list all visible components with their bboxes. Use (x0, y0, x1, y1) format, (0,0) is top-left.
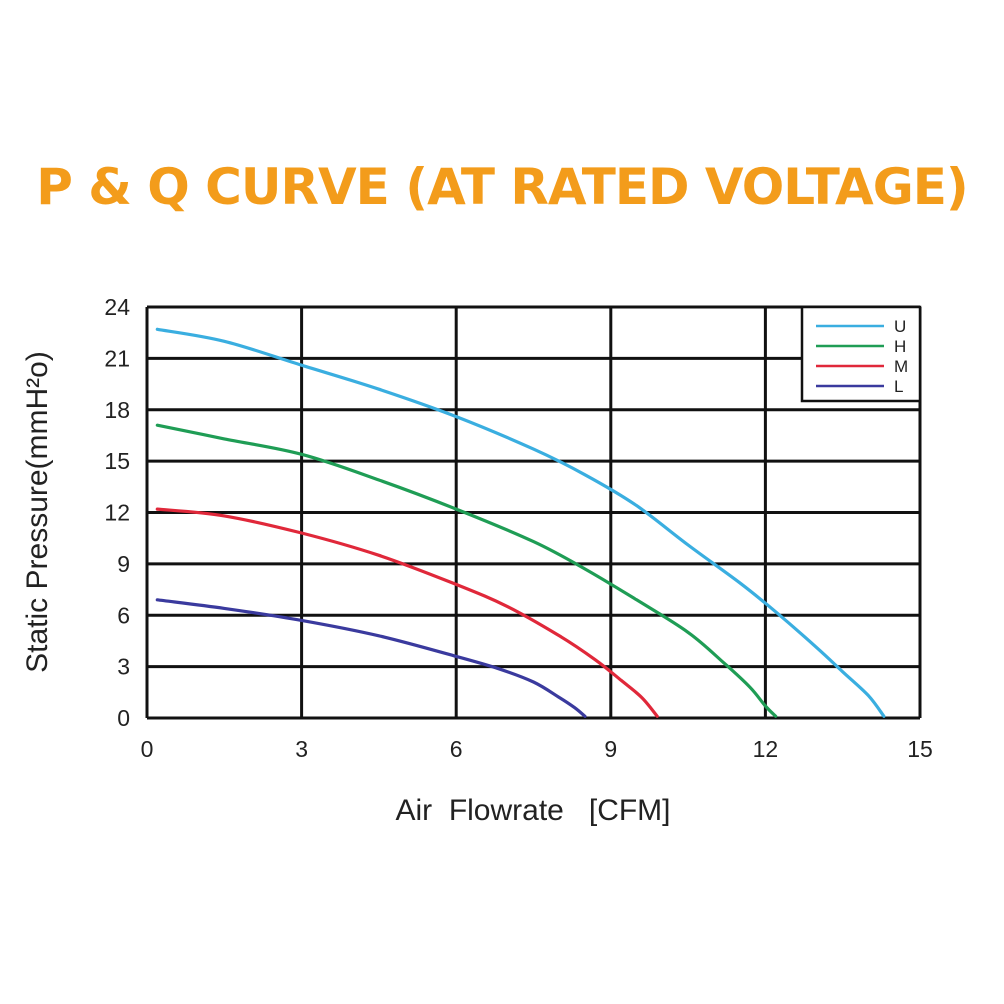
y-axis-label: Static Pressure(mmH²o) (21, 351, 54, 673)
chart-title: P & Q CURVE (AT RATED VOLTAGE) (36, 158, 969, 216)
series-line-U (155, 327, 886, 718)
y-tick-label: 6 (117, 602, 130, 628)
x-tick-label: 3 (295, 736, 308, 762)
series-line-M (155, 507, 659, 718)
legend-label-U: U (894, 317, 906, 336)
x-tick-label: 6 (450, 736, 463, 762)
legend-label-H: H (894, 337, 906, 356)
x-axis-label: Air Flowrate [CFM] (395, 794, 670, 827)
y-tick-label: 21 (104, 345, 130, 371)
y-tick-label: 0 (117, 705, 130, 731)
series-layer (155, 327, 886, 718)
series-line-L (155, 598, 587, 718)
legend-label-M: M (894, 357, 908, 376)
x-tick-label: 0 (141, 736, 154, 762)
y-tick-label: 12 (104, 500, 130, 526)
y-tick-label: 9 (117, 551, 130, 577)
y-tick-label: 3 (117, 654, 130, 680)
legend-label-L: L (894, 377, 903, 396)
series-line-H (155, 423, 778, 718)
x-tick-label: 12 (753, 736, 779, 762)
x-tick-label: 15 (907, 736, 933, 762)
y-tick-label: 15 (104, 448, 130, 474)
y-tick-label: 24 (104, 294, 130, 320)
y-tick-label: 18 (104, 397, 130, 423)
tick-layer: 0 3 6 9 12 15 0 3 6 9 12 15 18 21 24 (104, 294, 932, 762)
x-tick-label: 9 (604, 736, 617, 762)
